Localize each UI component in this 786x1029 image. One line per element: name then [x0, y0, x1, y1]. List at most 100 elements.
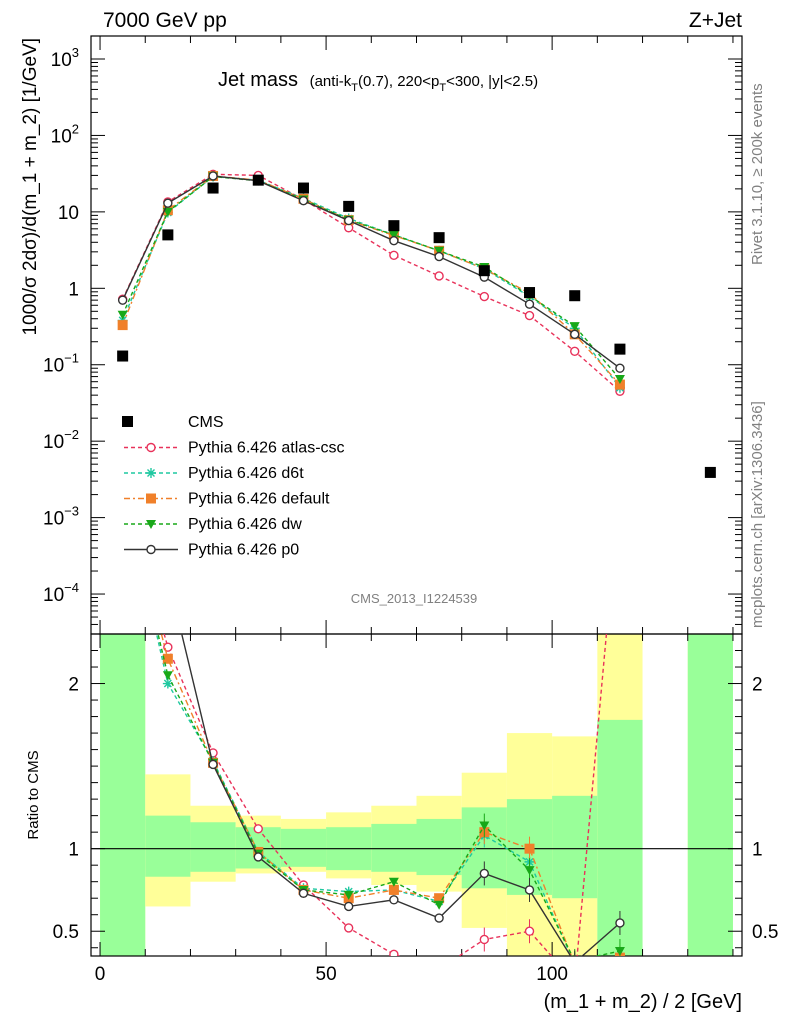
- y-tick-label: 10: [58, 203, 79, 224]
- cms-point-1: [162, 229, 174, 241]
- series-1-ratio-point-11: [615, 959, 625, 969]
- series-4-ratio-point-6: [389, 895, 399, 905]
- series-4-ratio-point-10: [571, 959, 579, 967]
- series-0-point-10: [570, 346, 580, 356]
- series-2-ratio-point-10: [570, 959, 580, 969]
- series-0-ratio-point-10: [571, 978, 579, 986]
- main-series: [117, 169, 716, 478]
- series-4-ratio-point-5: [343, 901, 354, 912]
- legend-cms-marker: [122, 416, 133, 427]
- chart-title-detail-c: <300, |y|<2.5): [446, 73, 538, 90]
- series-3-point-10: [569, 322, 580, 332]
- series-3-ratio-point-5: [343, 890, 354, 900]
- series-3-line: [122, 175, 621, 380]
- series-0-point-6: [389, 250, 399, 261]
- header-right: Z+Jet: [689, 9, 742, 32]
- series-4-point-10: [570, 329, 580, 340]
- cms-point-3: [252, 174, 264, 186]
- cms-point-5: [343, 200, 355, 212]
- series-4-ratio-point-7: [434, 913, 444, 923]
- series-3-ratio-point-1: [162, 671, 173, 681]
- series-3-point-7: [434, 246, 445, 256]
- series-4-point-1: [163, 198, 173, 208]
- legend-label-3: Pythia 6.426 dw: [188, 516, 302, 533]
- legend-label-1: Pythia 6.426 d6t: [188, 465, 304, 482]
- cms-point-10: [569, 290, 581, 302]
- band-inner-1: [145, 815, 191, 877]
- cms-point-6: [388, 220, 400, 232]
- ratio-series: [155, 572, 625, 986]
- series-0-point-7: [434, 271, 444, 281]
- ratio-tick-label: 0.5: [53, 922, 79, 943]
- series-4-point-7: [434, 251, 444, 262]
- legend: CMS Pythia 6.426 atlas-csc Pythia 6.426 d6…: [122, 414, 345, 559]
- legend-marker-1: [146, 468, 156, 478]
- y-tick-label: 102: [51, 121, 79, 147]
- series-4-ratio-point-2: [208, 759, 218, 770]
- series-1-ratio-point-1: [162, 678, 173, 689]
- legend-marker-0: [146, 442, 156, 453]
- cms-point-12: [704, 466, 716, 478]
- legend-label-0: Pythia 6.426 atlas-csc: [188, 440, 345, 457]
- side-label-top: Rivet 3.1.10, ≥ 200k events: [749, 83, 766, 265]
- series-4-point-11: [615, 363, 625, 373]
- band-inner-0: [100, 634, 146, 956]
- ratio-y-axis-label: Ratio to CMS: [25, 750, 42, 839]
- series-4-ratio-point-1: [164, 572, 172, 580]
- series-0-ratio-point-8: [479, 934, 490, 945]
- band-inner-6: [371, 823, 417, 872]
- x-tick-label: 0: [95, 964, 106, 985]
- x-tick-label: 100: [536, 964, 568, 985]
- axis-ticks: [91, 35, 742, 956]
- series-0-point-8: [479, 291, 490, 302]
- legend-marker-3: [146, 520, 156, 529]
- band-inner-13: [687, 634, 733, 956]
- series-0-point-9: [524, 310, 535, 321]
- series-4-point-4: [298, 196, 309, 206]
- series-4-ratio-point-8: [479, 868, 490, 879]
- series-3-point-11: [614, 375, 625, 385]
- chart-title-detail-a: (anti-k: [310, 73, 352, 90]
- series-3-ratio-point-8: [479, 821, 490, 831]
- y-tick-label: 1: [68, 279, 79, 300]
- band-inner-2: [190, 822, 236, 872]
- y-tick-label: 10−3: [43, 504, 79, 530]
- series-4-point-2: [208, 171, 218, 181]
- series-0-ratio-point-3: [253, 824, 263, 834]
- ratio-tick-label: 2: [68, 675, 79, 696]
- band-inner-4: [280, 828, 327, 867]
- series-3-point-0: [117, 310, 128, 320]
- series-4-line: [122, 175, 621, 369]
- series-4-point-5: [343, 215, 354, 226]
- series-2-ratio-line: [160, 634, 573, 956]
- legend-marker-4: [146, 544, 156, 555]
- series-4-ratio-point-3: [253, 852, 263, 862]
- series-1-line: [122, 175, 621, 389]
- cms-point-4: [297, 182, 309, 194]
- series-0-ratio-point-6: [389, 949, 399, 956]
- cms-point-2: [207, 182, 219, 194]
- series-4-ratio-point-11: [615, 918, 625, 928]
- series-0-ratio-point-7: [435, 965, 443, 973]
- analysis-id: CMS_2013_I1224539: [351, 591, 478, 606]
- x-tick-label: 50: [316, 964, 337, 985]
- series-4-point-6: [389, 235, 399, 246]
- cms-point-8: [478, 265, 490, 277]
- series-0-ratio-point-5: [343, 923, 354, 933]
- legend-cms-label: CMS: [188, 414, 224, 431]
- cms-point-11: [614, 343, 626, 355]
- series-0-line: [122, 173, 621, 392]
- ratio-uncertainty-bands: [91, 634, 742, 956]
- series-3-ratio-point-7: [434, 900, 445, 910]
- series-2-line: [121, 175, 621, 386]
- series-2-ratio-point-7: [434, 893, 445, 904]
- ratio-tick-label-right: 1: [752, 840, 763, 861]
- header-left: 7000 GeV pp: [103, 9, 227, 32]
- x-axis-label: (m_1 + m_2) / 2 [GeV]: [544, 991, 742, 1013]
- series-1-ratio-line: [155, 634, 572, 956]
- chart-title-detail-b-sub: T: [439, 82, 446, 94]
- series-4-point-9: [524, 299, 535, 309]
- series-4-ratio-point-9: [524, 885, 535, 895]
